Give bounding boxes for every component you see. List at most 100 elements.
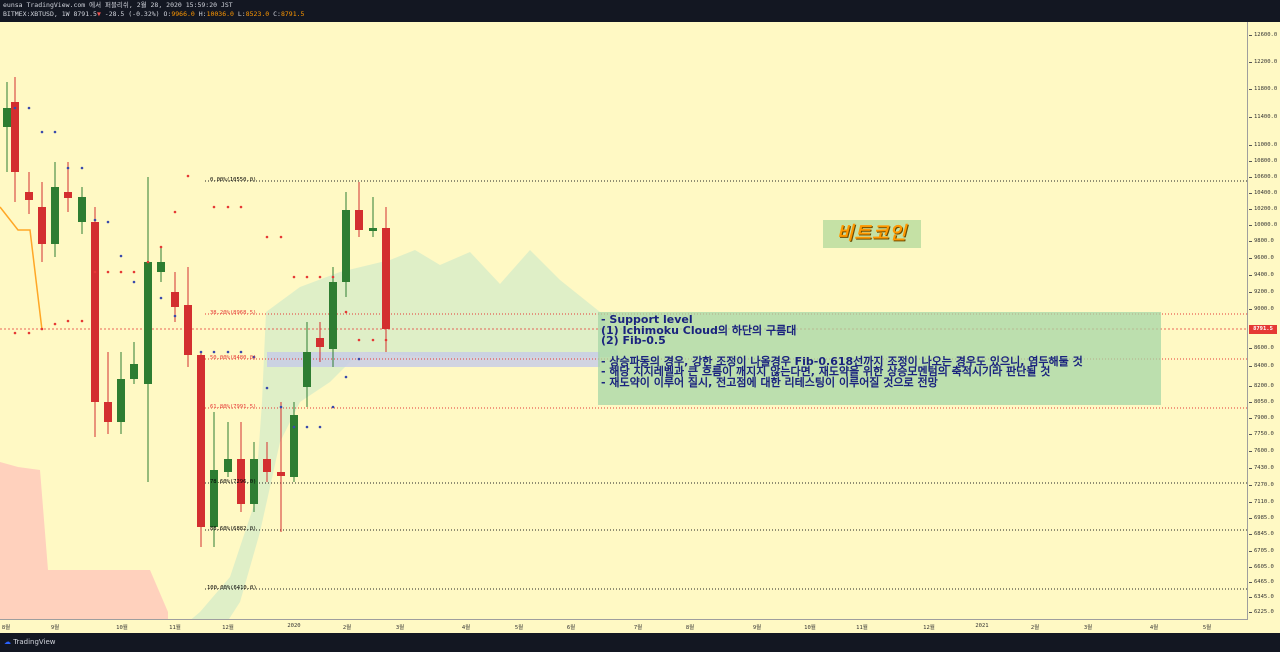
sar-dot	[159, 296, 163, 300]
sar-dot	[265, 235, 269, 239]
candle-body	[104, 402, 112, 422]
sar-dot	[318, 275, 322, 279]
candle-body	[117, 379, 125, 422]
down-arrow-icon: ▼	[96, 10, 101, 18]
candle-body	[157, 262, 165, 272]
candle-body	[250, 459, 258, 504]
fib-label-786: 78.60%(7296.0)	[210, 479, 257, 485]
fib-label-382: 38.20%(8968.5)	[210, 310, 257, 316]
title-label: 비트코인	[823, 220, 921, 248]
annotation-line: (1) Ichimoku Cloud의 하단의 구름대	[601, 323, 797, 337]
candle-body	[210, 470, 218, 527]
chart-canvas[interactable]	[0, 22, 1248, 633]
chart-header: eunsa TradingView.com 에서 퍼블리쉬, 2월 28, 20…	[0, 0, 1280, 22]
sar-dot	[106, 270, 110, 274]
candle-body	[329, 282, 337, 349]
sar-dot	[40, 130, 44, 134]
cloud-icon: ☁	[4, 638, 11, 646]
publish-info: eunsa TradingView.com 에서 퍼블리쉬, 2월 28, 20…	[3, 1, 233, 9]
sar-dot	[132, 270, 136, 274]
sar-dot	[80, 166, 84, 170]
sar-dot	[292, 425, 296, 429]
candle-body	[3, 108, 11, 127]
price-chart[interactable]: 0.00%(10550.0) 38.20%(8968.5) 50.00%(848…	[0, 22, 1248, 633]
sar-dot	[344, 310, 348, 314]
sar-dot	[384, 338, 388, 342]
sar-dot	[305, 425, 309, 429]
sar-dot	[132, 280, 136, 284]
candle-body	[78, 197, 86, 222]
annotation-line: - 해당 지지레벨과 큰 흐름이 깨지지 않는다면, 재도약을 위한 상승모멘텀…	[601, 365, 1051, 378]
sar-dot	[119, 254, 123, 258]
candle-body	[184, 305, 192, 355]
sar-dot	[13, 331, 17, 335]
sar-dot	[66, 166, 70, 170]
annotation-box[interactable]: - Support level (1) Ichimoku Cloud의 하단의 …	[598, 312, 1161, 405]
sar-dot	[357, 357, 361, 361]
footer-bar: ☁ TradingView	[0, 633, 1280, 652]
sar-dot	[80, 319, 84, 323]
time-axis[interactable]: 8월 9월 10월 11월 12월 2020 2월 3월 4월 5월 6월 7월…	[0, 619, 1248, 633]
fib-label-100: 100.00%(6410.0)	[207, 585, 257, 591]
sar-dot	[318, 425, 322, 429]
sar-dot	[357, 338, 361, 342]
candle-body	[51, 187, 59, 244]
sar-dot	[239, 205, 243, 209]
last-price: 8791.5	[73, 10, 97, 18]
sar-dot	[305, 275, 309, 279]
sar-dot	[13, 106, 17, 110]
sar-dot	[265, 386, 269, 390]
fib-label-0: 0.00%(10550.0)	[210, 177, 257, 183]
fib-label-618: 61.80%(7991.5)	[210, 404, 257, 410]
sar-dot	[279, 405, 283, 409]
sar-dot	[279, 235, 283, 239]
sar-dot	[252, 355, 256, 359]
sar-dot	[186, 174, 190, 178]
sar-dot	[173, 210, 177, 214]
low-value: 8523.0	[245, 10, 270, 18]
candle-body	[144, 262, 152, 384]
sar-dot	[173, 314, 177, 318]
high-value: 10036.0	[206, 10, 234, 18]
candle-body	[303, 352, 311, 387]
symbol-label: BITMEX:XBTUSD, 1W	[3, 10, 70, 18]
sar-dot	[93, 270, 97, 274]
current-price-badge: 8791.5	[1249, 325, 1277, 334]
fib-label-886: 88.60%(6882.0)	[210, 526, 257, 532]
fib-label-500: 50.00%(8480.0)	[210, 355, 257, 361]
parabolic-sar-dots	[13, 106, 388, 429]
candle-body	[237, 459, 245, 504]
kijun-line	[0, 206, 43, 331]
sar-dot	[27, 331, 31, 335]
annotation-line: - Support level	[601, 313, 693, 326]
ichimoku-cloud-bullish	[175, 250, 620, 633]
candle-body	[38, 207, 46, 244]
candle-body	[382, 228, 390, 329]
candle-body	[25, 192, 33, 200]
candle-body	[197, 355, 205, 527]
candle-body	[369, 228, 377, 231]
sar-dot	[159, 245, 163, 249]
candle-body	[171, 292, 179, 307]
tradingview-logo[interactable]: ☁ TradingView	[4, 638, 56, 646]
sar-dot	[331, 275, 335, 279]
sar-dot	[66, 319, 70, 323]
sar-dot	[53, 130, 57, 134]
candle-body	[355, 210, 363, 230]
ohlc-legend: BITMEX:XBTUSD, 1W 8791.5▼ -28.5 (-0.32%)…	[3, 10, 305, 18]
close-value: 8791.5	[280, 10, 305, 18]
sar-dot	[212, 205, 216, 209]
sar-dot	[371, 338, 375, 342]
ichimoku-cloud-bearish	[0, 462, 168, 633]
sar-dot	[146, 260, 150, 264]
candle-body	[290, 415, 298, 477]
sar-dot	[199, 350, 203, 354]
sar-dot	[106, 220, 110, 224]
candle-body	[277, 472, 285, 476]
candle-body	[64, 192, 72, 198]
sar-dot	[40, 327, 44, 331]
candle-body	[342, 210, 350, 282]
price-change: -28.5 (-0.32%)	[104, 10, 160, 18]
sar-dot	[239, 350, 243, 354]
candle-body	[11, 102, 19, 172]
